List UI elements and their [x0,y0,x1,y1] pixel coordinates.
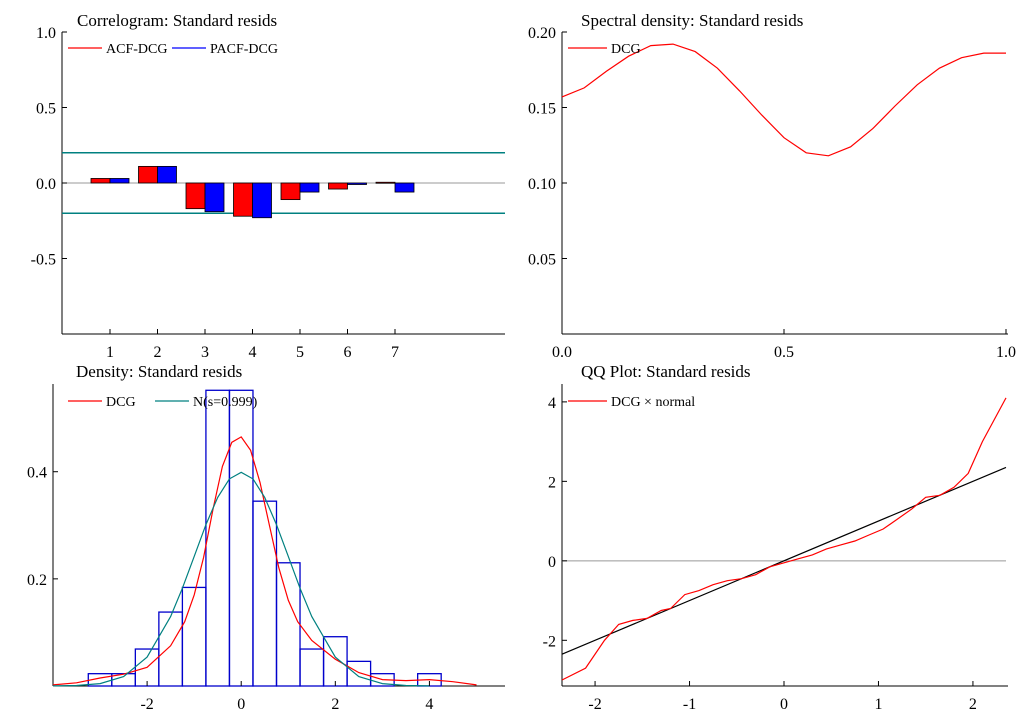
histogram-bar [228,389,254,687]
histogram-bar [252,500,278,687]
pacf-bar-3 [204,182,225,213]
qq-line-dcg [561,397,1007,681]
qq-xtick-label: 2 [969,696,977,713]
density-line-normal [52,471,430,687]
density-ytick-label: 0.4 [27,465,47,482]
density-line-dcg [52,436,477,686]
spectral-panel: Spectral density: Standard resids 0.20 0.… [528,11,1016,361]
density-ytick-label: 0.2 [27,572,47,589]
correlogram-title: Correlogram: Standard resids [77,11,277,30]
pacf-bar-4 [252,182,272,219]
spectral-line-dcg [561,43,1006,157]
spectral-xtick-label: 0.5 [774,344,794,361]
acf-bar-5 [280,182,301,201]
histogram-bar [275,562,301,687]
acf-bar-6 [328,182,348,190]
legend-label-dcg-density: DCG [106,395,136,410]
histogram-bar [205,389,231,687]
pacf-bar-1 [109,178,130,184]
histogram-bar [346,660,372,687]
correlogram-ytick-label: 1.0 [36,25,56,42]
legend-label-dcg-spectral: DCG [611,42,641,57]
correlogram-xtick-label: 5 [296,344,304,361]
acf-bar-4 [233,182,253,217]
pacf-bar-2 [157,165,177,184]
correlogram-xtick-label: 2 [154,344,162,361]
legend-label-acf: ACF-DCG [106,42,167,57]
density-title: Density: Standard resids [76,362,242,381]
qq-xtick-label: 1 [874,696,882,713]
correlogram-ytick-label: 0.0 [36,176,56,193]
acf-bar-7 [375,181,396,184]
correlogram-legend: ACF-DCG PACF-DCG [68,42,278,57]
correlogram-xtick-label: 4 [249,344,257,361]
correlogram-panel: Correlogram: Standard resids 1.0 0.5 0.0 -0… [31,11,505,361]
density-xtick-label: 2 [331,696,339,713]
qq-ytick-label: -2 [543,633,556,650]
qq-xtick-label: -2 [588,696,601,713]
spectral-ytick-label: 0.15 [528,101,556,118]
spectral-title: Spectral density: Standard resids [581,11,803,30]
spectral-legend: DCG [568,42,641,57]
acf-bar-1 [90,178,111,184]
spectral-ytick-label: 0.10 [528,176,556,193]
qq-xtick-label: 0 [780,696,788,713]
spectral-xtick-label: 0.0 [552,344,572,361]
density-xtick-label: 4 [425,696,433,713]
pacf-bar-5 [299,182,320,193]
correlogram-ytick-label: -0.5 [31,252,56,269]
qq-ytick-label: 2 [548,474,556,491]
qq-title: QQ Plot: Standard resids [581,362,751,381]
acf-bar-3 [185,182,206,210]
legend-label-normal: N(s=0.999) [193,395,258,410]
spectral-xtick-label: 1.0 [996,344,1016,361]
legend-label-pacf: PACF-DCG [210,42,278,57]
correlogram-xtick-label: 1 [106,344,114,361]
density-xtick-label: -2 [140,696,153,713]
pacf-bar-7 [394,182,415,193]
histogram-bar [299,648,325,687]
histogram-bar [181,586,207,687]
correlogram-xtick-label: 3 [201,344,209,361]
density-xtick-label: 0 [237,696,245,713]
histogram-bar [158,611,184,687]
legend-label-dcg-qq: DCG × normal [611,395,695,410]
correlogram-xtick-label: 6 [344,344,352,361]
qq-panel: QQ Plot: Standard resids 4 2 0 -2 -2 -1 0 1 2 D… [543,362,1008,713]
acf-bar-2 [138,165,158,184]
spectral-ytick-label: 0.20 [528,25,556,42]
qq-ytick-label: 0 [548,554,556,571]
pacf-bar-6 [347,182,367,185]
spectral-ytick-label: 0.05 [528,252,556,269]
qq-ytick-label: 4 [548,395,556,412]
qq-xtick-label: -1 [683,696,696,713]
correlogram-xtick-label: 7 [391,344,399,361]
density-panel: Density: Standard resids 0.4 0.2 -2 0 2 4 DC… [27,362,505,713]
density-legend: DCG N(s=0.999) [68,395,258,410]
qq-reference-line [561,466,1007,655]
correlogram-ytick-label: 0.5 [36,101,56,118]
qq-legend: DCG × normal [568,395,695,410]
